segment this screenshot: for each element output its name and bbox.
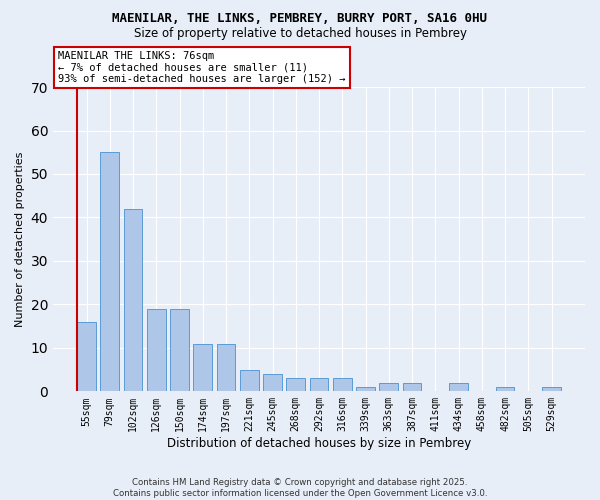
- Bar: [356, 387, 375, 392]
- Bar: [147, 308, 166, 392]
- Bar: [263, 374, 282, 392]
- Bar: [170, 308, 189, 392]
- X-axis label: Distribution of detached houses by size in Pembrey: Distribution of detached houses by size …: [167, 437, 471, 450]
- Bar: [403, 382, 421, 392]
- Bar: [77, 322, 96, 392]
- Bar: [124, 209, 142, 392]
- Text: Size of property relative to detached houses in Pembrey: Size of property relative to detached ho…: [133, 28, 467, 40]
- Bar: [217, 344, 235, 392]
- Text: MAENILAR, THE LINKS, PEMBREY, BURRY PORT, SA16 0HU: MAENILAR, THE LINKS, PEMBREY, BURRY PORT…: [113, 12, 487, 26]
- Bar: [333, 378, 352, 392]
- Bar: [193, 344, 212, 392]
- Text: Contains HM Land Registry data © Crown copyright and database right 2025.
Contai: Contains HM Land Registry data © Crown c…: [113, 478, 487, 498]
- Bar: [449, 382, 468, 392]
- Bar: [379, 382, 398, 392]
- Bar: [542, 387, 561, 392]
- Bar: [286, 378, 305, 392]
- Bar: [240, 370, 259, 392]
- Bar: [496, 387, 514, 392]
- Text: MAENILAR THE LINKS: 76sqm
← 7% of detached houses are smaller (11)
93% of semi-d: MAENILAR THE LINKS: 76sqm ← 7% of detach…: [58, 51, 346, 84]
- Bar: [310, 378, 328, 392]
- Y-axis label: Number of detached properties: Number of detached properties: [15, 152, 25, 327]
- Bar: [100, 152, 119, 392]
